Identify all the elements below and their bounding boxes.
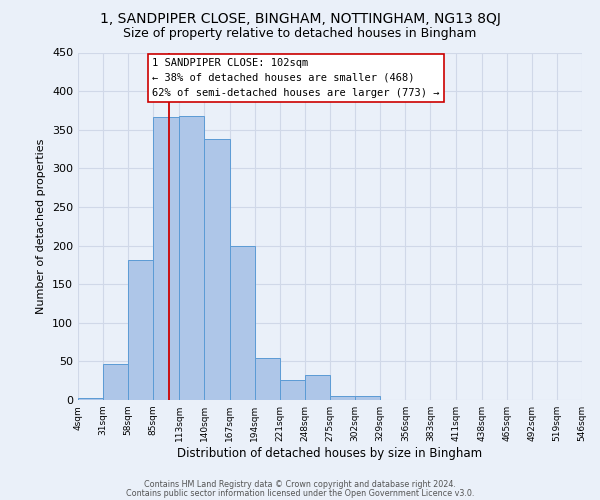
Text: Size of property relative to detached houses in Bingham: Size of property relative to detached ho… <box>124 28 476 40</box>
Y-axis label: Number of detached properties: Number of detached properties <box>37 138 46 314</box>
Text: Contains HM Land Registry data © Crown copyright and database right 2024.: Contains HM Land Registry data © Crown c… <box>144 480 456 489</box>
Bar <box>355 396 380 400</box>
Bar <box>205 139 230 400</box>
Bar <box>128 260 154 400</box>
Text: Contains public sector information licensed under the Open Government Licence v3: Contains public sector information licen… <box>126 488 474 498</box>
Bar <box>254 358 280 400</box>
Bar <box>230 246 254 400</box>
Text: 1 SANDPIPER CLOSE: 102sqm
← 38% of detached houses are smaller (468)
62% of semi: 1 SANDPIPER CLOSE: 102sqm ← 38% of detac… <box>152 58 440 98</box>
X-axis label: Distribution of detached houses by size in Bingham: Distribution of detached houses by size … <box>178 447 482 460</box>
Bar <box>179 116 205 400</box>
Bar <box>78 398 103 400</box>
Bar <box>154 116 179 400</box>
Bar <box>330 396 355 400</box>
Text: 1, SANDPIPER CLOSE, BINGHAM, NOTTINGHAM, NG13 8QJ: 1, SANDPIPER CLOSE, BINGHAM, NOTTINGHAM,… <box>100 12 500 26</box>
Bar <box>280 380 305 400</box>
Bar <box>103 364 128 400</box>
Bar <box>305 374 330 400</box>
